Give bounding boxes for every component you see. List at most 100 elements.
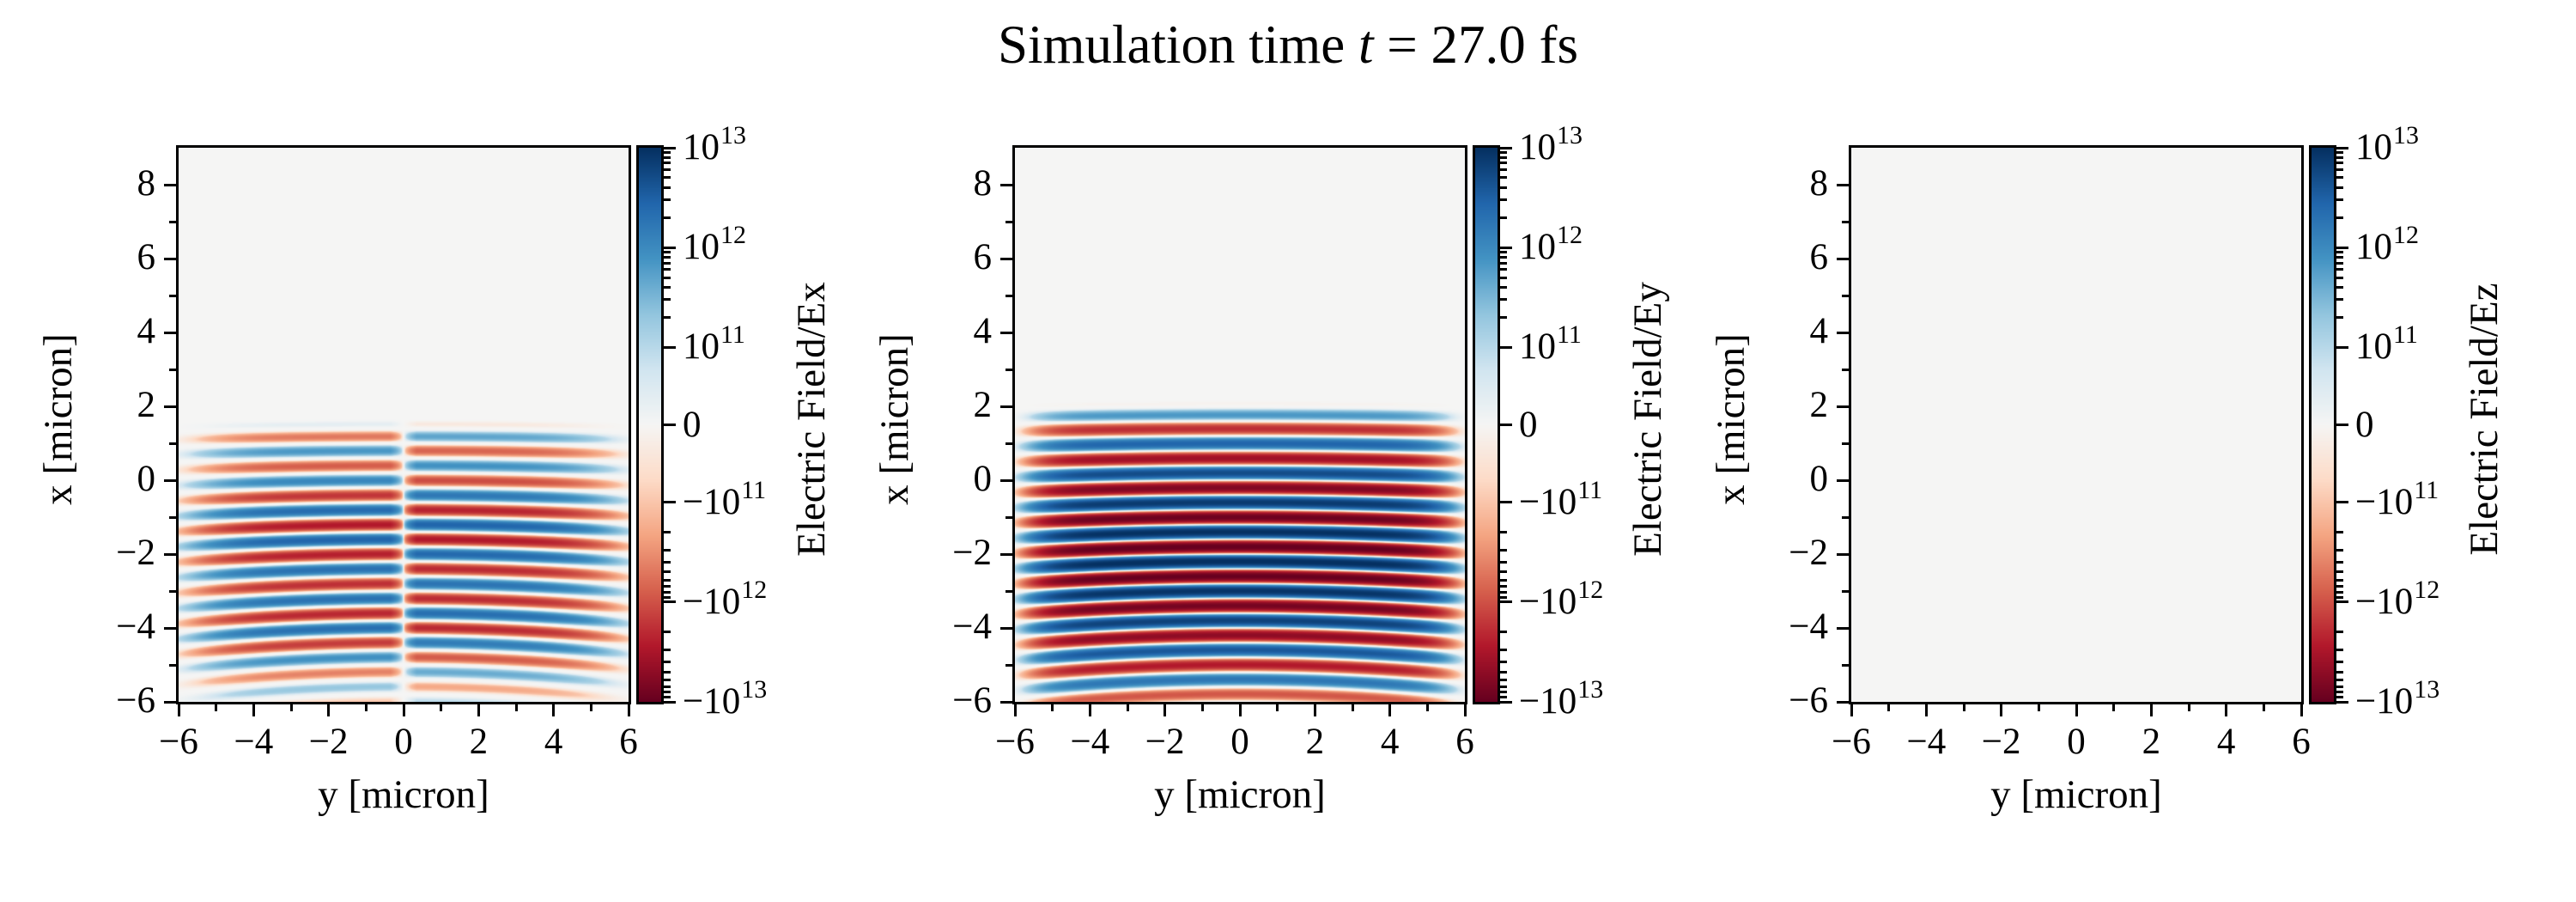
- colorbar-minor-tick: [2336, 570, 2343, 574]
- colorbar-gradient-canvas-ey: [1475, 148, 1498, 702]
- x-tick-label: 6: [619, 722, 638, 762]
- y-major-tick: [1000, 478, 1012, 482]
- y-tick-label: 6: [1809, 237, 1829, 277]
- x-tick-label: −6: [1832, 722, 1871, 762]
- y-tick-label: 4: [973, 311, 993, 351]
- colorbar-major-tick: [664, 600, 676, 604]
- colorbar-tick-label: −10 11: [683, 475, 767, 522]
- colorbar-minor-tick: [2336, 631, 2343, 634]
- colorbar-minor-tick: [1500, 216, 1507, 219]
- y-tick-label: −2: [1789, 533, 1828, 573]
- colorbar-minor-tick: [2336, 648, 2343, 651]
- colorbar-minor-tick: [2336, 176, 2343, 180]
- colorbar-tick-label: 0: [683, 404, 702, 445]
- colorbar-minor-tick: [664, 591, 671, 594]
- colorbar-major-tick: [664, 700, 676, 704]
- colorbar-minor-tick: [2336, 150, 2343, 154]
- colorbar-major-tick: [2336, 345, 2348, 349]
- colorbar-major-tick: [1500, 345, 1512, 349]
- colorbar-minor-tick: [1500, 631, 1507, 634]
- colorbar-minor-tick: [2336, 691, 2343, 694]
- y-axis-label-ex: x [micron]: [36, 332, 81, 505]
- x-major-tick: [2149, 704, 2153, 716]
- x-major-tick: [402, 704, 405, 716]
- colorbar-minor-tick: [1500, 250, 1507, 253]
- y-tick-label: −6: [1789, 680, 1828, 721]
- colorbar-minor-tick: [1500, 578, 1507, 582]
- field-heatmap-canvas-ex: [179, 148, 629, 702]
- colorbar-minor-tick: [2336, 531, 2343, 534]
- x-minor-tick: [2187, 704, 2190, 711]
- colorbar-minor-tick: [2336, 261, 2343, 265]
- colorbar-tick-label: 10 11: [683, 320, 745, 368]
- x-minor-tick: [1962, 704, 1965, 711]
- colorbar-minor-tick: [664, 670, 671, 673]
- colorbar-minor-tick: [664, 696, 671, 699]
- x-tick-label: −2: [308, 722, 349, 762]
- colorbar-minor-tick: [664, 261, 671, 265]
- x-major-tick: [1238, 704, 1242, 716]
- colorbar-minor-tick: [2336, 198, 2343, 202]
- colorbar-minor-tick: [1500, 186, 1507, 189]
- y-minor-tick: [169, 663, 176, 667]
- colorbar-minor-tick: [2336, 216, 2343, 219]
- x-tick-label: −2: [1981, 722, 2021, 762]
- colorbar-minor-tick: [1500, 648, 1507, 651]
- colorbar-tick-label: −10 12: [683, 575, 768, 623]
- y-minor-tick: [1005, 442, 1012, 445]
- x-major-tick: [2075, 704, 2078, 716]
- x-tick-label: −2: [1145, 722, 1185, 762]
- colorbar-tick-label: −10 11: [2355, 475, 2439, 522]
- y-tick-label: −2: [952, 533, 992, 573]
- title-suffix: = 27.0 fs: [1373, 15, 1579, 75]
- colorbar-minor-tick: [664, 298, 671, 302]
- colorbar-major-tick: [664, 246, 676, 249]
- y-minor-tick: [169, 515, 176, 519]
- y-major-tick: [1837, 331, 1849, 334]
- colorbar-minor-tick: [1500, 315, 1507, 319]
- y-tick-label: −2: [116, 533, 155, 573]
- colorbar-minor-tick: [2336, 162, 2343, 165]
- x-major-tick: [1013, 704, 1017, 716]
- y-major-tick: [1837, 700, 1849, 704]
- colorbar-tick-label: 10 11: [2355, 320, 2418, 368]
- colorbar-minor-tick: [1500, 298, 1507, 302]
- colorbar-major-tick: [2336, 700, 2348, 704]
- y-tick-label: −6: [116, 680, 155, 721]
- x-minor-tick: [2112, 704, 2116, 711]
- y-major-tick: [1000, 257, 1012, 260]
- colorbar-tick-label: 10 12: [2355, 221, 2419, 268]
- y-major-tick: [164, 478, 176, 482]
- x-minor-tick: [589, 704, 592, 711]
- colorbar-minor-tick: [2336, 255, 2343, 259]
- colorbar-minor-tick: [2336, 285, 2343, 289]
- y-minor-tick: [1005, 515, 1012, 519]
- colorbar-minor-tick: [664, 685, 671, 688]
- colorbar-minor-tick: [2336, 670, 2343, 673]
- colorbar-tick-label: −10 13: [2355, 675, 2440, 722]
- colorbar-tick-label: −10 13: [683, 675, 768, 722]
- y-minor-tick: [1842, 589, 1849, 593]
- colorbar-minor-tick: [2336, 155, 2343, 159]
- y-tick-label: 0: [973, 459, 993, 499]
- y-minor-tick: [1842, 368, 1849, 371]
- y-tick-label: 0: [1809, 459, 1829, 499]
- colorbar-minor-tick: [2336, 168, 2343, 172]
- field-heatmap-canvas-ez: [1851, 148, 2301, 702]
- x-tick-label: −6: [159, 722, 198, 762]
- y-major-tick: [164, 700, 176, 704]
- x-major-tick: [1850, 704, 1853, 716]
- colorbar-major-tick: [664, 501, 676, 504]
- colorbar-minor-tick: [2336, 596, 2343, 600]
- colorbar-minor-tick: [2336, 276, 2343, 279]
- colorbar-major-tick: [2336, 146, 2348, 149]
- y-minor-tick: [169, 220, 176, 223]
- colorbar-minor-tick: [1500, 255, 1507, 259]
- x-tick-label: 0: [2067, 722, 2086, 762]
- colorbar-major-tick: [1500, 600, 1512, 604]
- y-major-tick: [1000, 626, 1012, 630]
- x-major-tick: [477, 704, 480, 716]
- colorbar-tick-label: 10 11: [1519, 320, 1582, 368]
- y-minor-tick: [169, 589, 176, 593]
